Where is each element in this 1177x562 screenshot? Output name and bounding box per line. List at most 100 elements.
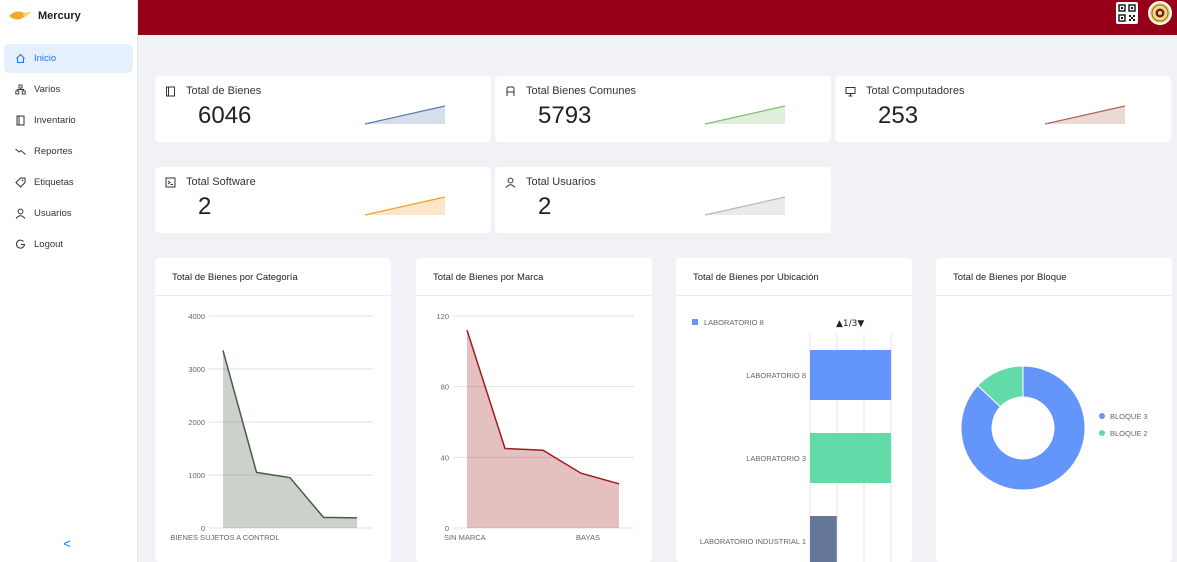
- stat-sparkline: [364, 196, 446, 216]
- sidebar-item-label: Logout: [34, 239, 64, 250]
- x-tick-label: SIN MARCA: [444, 533, 486, 542]
- series-area: [467, 330, 619, 528]
- y-tick-label: 40: [441, 453, 449, 462]
- chart-ubicacion: LABORATORIO 8 ▲1/3▼ LABORATORIO 8 LABORAT…: [692, 318, 892, 562]
- y-tick-label: 80: [441, 383, 449, 392]
- series-area: [223, 350, 357, 528]
- stat-sparkline: [704, 105, 786, 125]
- collapse-sidebar-button[interactable]: <: [63, 536, 71, 551]
- book-icon: [165, 86, 176, 97]
- stat-card-total-bienes: Total de Bienes 6046: [155, 76, 491, 142]
- y-category-label: LABORATORIO INDUSTRIAL 1: [700, 537, 806, 546]
- pie-slice: [960, 365, 1086, 491]
- qr-code-button[interactable]: [1116, 2, 1138, 24]
- sidebar-item-label: Usuarios: [34, 208, 72, 219]
- y-tick-label: 3000: [188, 365, 205, 374]
- legend-pager[interactable]: ▲1/3▼: [836, 319, 864, 329]
- legend-swatch: [692, 319, 698, 325]
- user-icon: [15, 208, 26, 219]
- stat-value: 2: [538, 193, 552, 220]
- book-icon: [15, 115, 26, 126]
- legend-swatch: [1099, 413, 1105, 419]
- sidebar-item-label: Inventario: [34, 115, 76, 126]
- legend-label[interactable]: LABORATORIO 8: [704, 318, 764, 327]
- legend-label[interactable]: BLOQUE 3: [1110, 412, 1148, 421]
- stat-title: Total Usuarios: [526, 176, 596, 188]
- sidebar-item-usuarios[interactable]: Usuarios: [4, 199, 133, 228]
- y-tick-label: 4000: [188, 312, 205, 321]
- legend-label[interactable]: BLOQUE 2: [1110, 429, 1148, 438]
- sidebar-item-label: Etiquetas: [34, 177, 74, 188]
- y-tick-label: 1000: [188, 471, 205, 480]
- sidebar-item-label: Reportes: [34, 146, 73, 157]
- x-tick-label: BAYAS: [576, 533, 600, 542]
- stat-sparkline: [1044, 105, 1126, 125]
- legend-swatch: [1099, 430, 1105, 436]
- bar: [810, 433, 891, 483]
- chart-title: Total de Bienes por Bloque: [936, 258, 1172, 296]
- avatar[interactable]: [1148, 1, 1172, 25]
- sidebar-item-logout[interactable]: Logout: [4, 230, 133, 259]
- stat-title: Total Software: [186, 176, 256, 188]
- mercury-logo-icon: [9, 11, 31, 20]
- university-seal-icon: [1151, 4, 1169, 22]
- chart-title: Total de Bienes por Categoría: [155, 258, 391, 296]
- y-category-label: LABORATORIO 8: [746, 371, 806, 380]
- sidebar-item-label: Inicio: [34, 53, 57, 64]
- chart-marca: 0 40 80 120 SIN MARCA BAYAS: [436, 312, 634, 542]
- bar: [810, 516, 837, 562]
- app-name: Mercury: [38, 10, 81, 22]
- series-line: [222, 350, 358, 519]
- sidebar-item-varios[interactable]: Varios: [4, 75, 133, 104]
- stat-value: 5793: [538, 102, 592, 129]
- stat-card-bienes-comunes: Total Bienes Comunes 5793: [495, 76, 831, 142]
- brand[interactable]: Mercury: [0, 0, 137, 32]
- sitemap-icon: [15, 84, 26, 95]
- chart-card-categoria: Total de Bienes por Categoría 0 1000 2000 3…: [155, 258, 391, 562]
- user-icon: [505, 177, 516, 188]
- computer-icon: [845, 86, 856, 97]
- stat-card-computadores: Total Computadores 253: [835, 76, 1171, 142]
- stat-value: 253: [878, 102, 919, 129]
- chart-card-ubicacion: Total de Bienes por Ubicación LABORATORI…: [676, 258, 912, 562]
- stat-value: 6046: [198, 102, 252, 129]
- logout-icon: [15, 239, 26, 250]
- bar: [810, 350, 891, 400]
- pie-slice: [977, 365, 1024, 408]
- chart-categoria: 0 1000 2000 3000 4000 BIENES SUJETOS A CONTRO…: [170, 312, 373, 542]
- stat-card-usuarios: Total Usuarios 2: [495, 167, 831, 233]
- terminal-icon: [165, 177, 176, 188]
- stat-title: Total de Bienes: [186, 85, 262, 97]
- y-category-label: LABORATORIO 3: [746, 454, 806, 463]
- x-tick-label: BIENES SUJETOS A CONTROL: [170, 533, 279, 542]
- series-line: [466, 329, 620, 485]
- chart-title: Total de Bienes por Marca: [416, 258, 652, 296]
- y-tick-label: 0: [201, 524, 205, 533]
- y-tick-label: 120: [436, 312, 449, 321]
- sidebar-item-inventario[interactable]: Inventario: [4, 106, 133, 135]
- trend-icon: [15, 146, 26, 157]
- stat-card-software: Total Software 2: [155, 167, 491, 233]
- chart-card-marca: Total de Bienes por Marca 0 40 80 120 SIN MA…: [416, 258, 652, 562]
- tag-icon: [15, 177, 26, 188]
- y-tick-label: 0: [445, 524, 449, 533]
- top-header: [138, 0, 1177, 35]
- sidebar-item-label: Varios: [34, 84, 61, 95]
- chart-bloque: BLOQUE 3 BLOQUE 2: [960, 365, 1148, 491]
- qr-code-icon: [1118, 4, 1136, 22]
- y-tick-label: 2000: [188, 418, 205, 427]
- sidebar-menu: Inicio Varios Inventario Reportes Etique…: [0, 44, 137, 259]
- chart-card-bloque: Total de Bienes por Bloque BLOQUE 3 BLOQ…: [936, 258, 1172, 562]
- stat-title: Total Computadores: [866, 85, 965, 97]
- chart-title: Total de Bienes por Ubicación: [676, 258, 912, 296]
- stat-value: 2: [198, 193, 212, 220]
- sidebar: Mercury Inicio Varios Inventario Reporte…: [0, 0, 138, 562]
- stat-sparkline: [704, 196, 786, 216]
- sidebar-item-inicio[interactable]: Inicio: [4, 44, 133, 73]
- sidebar-item-reportes[interactable]: Reportes: [4, 137, 133, 166]
- stat-sparkline: [364, 105, 446, 125]
- sidebar-item-etiquetas[interactable]: Etiquetas: [4, 168, 133, 197]
- home-icon: [15, 53, 26, 64]
- seat-icon: [505, 86, 516, 97]
- stat-title: Total Bienes Comunes: [526, 85, 637, 97]
